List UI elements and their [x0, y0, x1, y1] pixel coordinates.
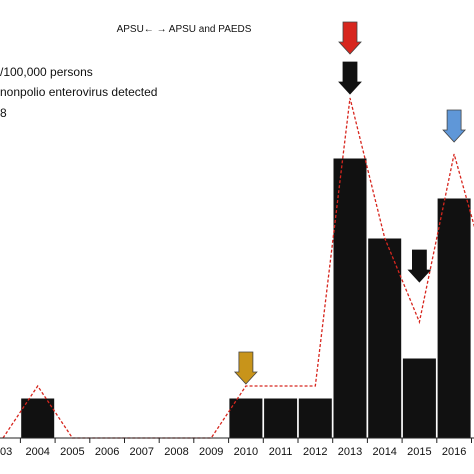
arrow-down-icon-2010-0 [233, 351, 258, 385]
tick-label-2011: 2011 [269, 446, 293, 458]
bar-2016 [436, 197, 472, 439]
legend-line-1: /100,000 persons [0, 65, 93, 79]
chart-header: APSU← → APSU and PAEDS [117, 24, 252, 35]
tick-label-2007: 2007 [130, 446, 154, 458]
bar-2015 [401, 357, 437, 439]
bar-2013 [332, 157, 368, 439]
tick-label-2012: 2012 [303, 446, 327, 458]
arrow-down-icon-2013-2 [338, 61, 362, 95]
tick-label-2005: 2005 [60, 446, 84, 458]
tick-label-2014: 2014 [372, 446, 396, 458]
legend-line-3: 8 [0, 106, 7, 120]
bar-2010 [228, 397, 264, 439]
tick-label-2004: 2004 [25, 446, 49, 458]
bar-2011 [263, 397, 299, 439]
arrow-down-icon-2013-1 [338, 21, 362, 55]
bar-2004 [20, 397, 56, 439]
bar-2012 [297, 397, 333, 439]
bar-2014 [367, 237, 403, 439]
tick-label-003: 003 [0, 446, 12, 458]
tick-label-2009: 2009 [199, 446, 223, 458]
legend-line-2: nonpolio enterovirus detected [0, 85, 157, 99]
tick-label-2006: 2006 [95, 446, 119, 458]
tick-label-2015: 2015 [407, 446, 431, 458]
tick-label-2008: 2008 [164, 446, 188, 458]
tick-label-2016: 2016 [442, 446, 466, 458]
tick-label-2013: 2013 [338, 446, 362, 458]
arrow-down-icon-2015-3 [407, 249, 432, 283]
arrow-down-icon-2016-4 [442, 109, 467, 143]
tick-label-2010: 2010 [234, 446, 258, 458]
